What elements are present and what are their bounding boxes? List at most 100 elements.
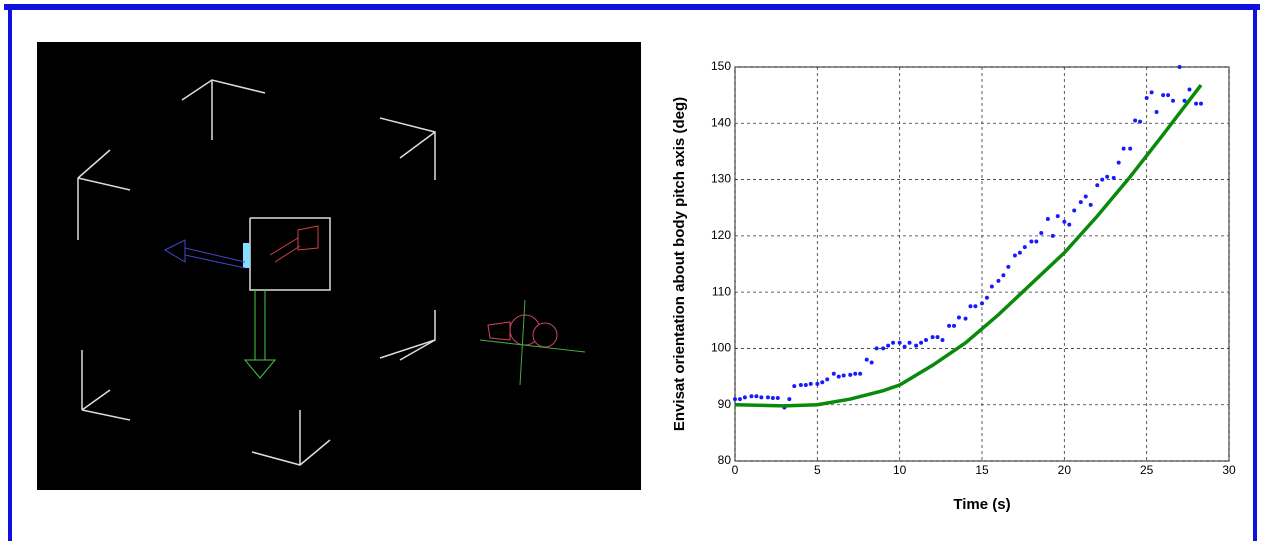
y-tick-label: 130: [711, 172, 731, 186]
data-point: [1194, 101, 1199, 106]
y-tick-label: 110: [712, 284, 731, 298]
x-tick-label: 10: [893, 463, 907, 477]
data-point: [1199, 101, 1204, 106]
data-point: [1144, 95, 1149, 100]
data-point: [886, 343, 891, 348]
x-tick-label: 30: [1222, 463, 1236, 477]
data-point: [808, 381, 813, 386]
data-point: [1105, 174, 1110, 179]
data-point: [924, 337, 929, 342]
data-point: [1128, 146, 1133, 151]
data-point: [968, 304, 973, 309]
data-point: [848, 372, 853, 377]
y-tick-label: 140: [711, 115, 731, 129]
y-tick-label: 80: [718, 453, 732, 467]
data-point: [881, 346, 886, 351]
data-point: [1083, 194, 1088, 199]
data-point: [792, 384, 797, 389]
data-point: [897, 340, 902, 345]
data-point: [989, 284, 994, 289]
data-point: [914, 343, 919, 348]
data-point: [798, 383, 803, 388]
data-point: [984, 295, 989, 300]
y-axis-label: Envisat orientation about body pitch axi…: [671, 97, 688, 431]
data-point: [973, 304, 978, 309]
data-point: [919, 340, 924, 345]
data-point: [864, 357, 869, 362]
y-tick-label: 90: [718, 397, 732, 411]
data-point: [980, 301, 984, 306]
data-point: [775, 395, 780, 400]
y-tick-label: 120: [711, 228, 731, 242]
data-point: [891, 340, 896, 345]
data-point: [733, 397, 737, 402]
data-point: [1078, 200, 1083, 205]
data-point: [853, 371, 858, 376]
data-point: [1006, 264, 1011, 269]
data-point: [935, 335, 940, 340]
data-point: [1133, 118, 1138, 123]
data-point: [841, 373, 846, 378]
data-point: [996, 278, 1001, 283]
data-point: [1001, 273, 1006, 278]
data-point: [1017, 250, 1022, 255]
data-point: [1022, 245, 1027, 250]
data-point: [1177, 65, 1182, 69]
right-border: [1253, 4, 1257, 541]
data-point: [1034, 239, 1039, 244]
left-border: [8, 4, 12, 541]
data-point: [1116, 160, 1121, 165]
data-point: [963, 316, 968, 321]
data-point: [815, 381, 820, 386]
data-point: [1111, 175, 1116, 180]
data-point: [952, 323, 957, 328]
data-point: [902, 344, 907, 349]
data-point: [1067, 222, 1072, 227]
data-point: [956, 315, 961, 320]
data-point: [737, 397, 742, 402]
data-point: [820, 380, 825, 385]
data-point: [1012, 253, 1017, 258]
data-point: [770, 395, 775, 400]
data-point: [907, 340, 912, 345]
x-axis-label: Time (s): [953, 496, 1010, 513]
data-point: [749, 394, 754, 399]
data-point: [836, 374, 841, 379]
data-point: [947, 323, 952, 328]
data-point: [1050, 233, 1055, 238]
y-tick-label: 100: [711, 341, 731, 355]
data-point: [1149, 90, 1154, 95]
y-tick-label: 150: [711, 59, 731, 73]
data-point: [787, 397, 792, 402]
data-point: [874, 346, 879, 351]
data-point: [1095, 183, 1100, 188]
data-point: [1182, 98, 1187, 103]
data-point: [1161, 93, 1166, 98]
data-point: [831, 371, 836, 376]
data-point: [869, 360, 874, 365]
data-point: [1072, 208, 1077, 213]
data-point: [754, 394, 759, 399]
data-point: [803, 383, 808, 388]
data-point: [1055, 214, 1060, 219]
data-point: [825, 377, 830, 382]
data-point: [940, 337, 945, 342]
data-line: [734, 83, 1203, 408]
data-point: [759, 395, 764, 400]
data-point: [1121, 146, 1126, 151]
data-point: [765, 395, 770, 400]
data-point: [930, 335, 935, 340]
data-point: [1062, 219, 1067, 224]
data-point: [858, 371, 863, 376]
data-point: [742, 395, 747, 400]
x-tick-label: 15: [975, 463, 989, 477]
x-tick-label: 5: [814, 463, 821, 477]
plot-area: [734, 66, 1230, 462]
data-point: [1029, 239, 1034, 244]
data-point: [1171, 98, 1176, 103]
x-tick-label: 0: [732, 463, 739, 477]
data-point: [1166, 93, 1171, 98]
data-point: [1154, 110, 1159, 115]
data-point: [1045, 216, 1050, 221]
